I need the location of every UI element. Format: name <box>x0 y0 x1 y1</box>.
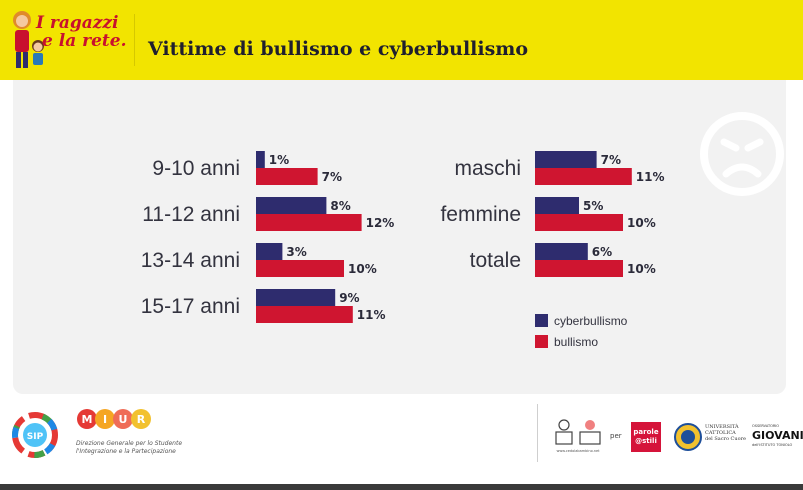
data-label-bullismo: 7% <box>322 170 342 184</box>
category-label: 9-10 anni <box>152 157 240 180</box>
giovani-sub: dell'ISTITUTO TONIOLO <box>752 443 793 447</box>
giovani-top: OSSERVATORIO <box>752 424 780 428</box>
i-ragazzi-logo <box>13 11 44 68</box>
bar-cyberbullismo <box>256 243 283 260</box>
bar-cyberbullismo <box>256 151 265 168</box>
sip-logo: SIP <box>12 412 58 458</box>
per-text: per <box>610 432 622 440</box>
bar-cyberbullismo <box>535 197 579 214</box>
data-label-cyberbullismo: 6% <box>592 245 612 259</box>
bar-cyberbullismo <box>535 151 597 168</box>
cattolica-line-2: CATTOLICA <box>705 430 736 436</box>
bar-charts: 9-10 anni 1% 7% 11-12 anni 8% 12% 13-14 anni 3%… <box>141 151 665 349</box>
bar-cyberbullismo <box>256 289 336 306</box>
legend-label-cyberbullismo: cyberbullismo <box>554 314 628 328</box>
header-divider <box>134 14 135 66</box>
category-label: 11-12 anni <box>142 203 240 226</box>
parole-ostili-logo: parole @stili <box>631 422 661 452</box>
bar-bullismo <box>535 260 623 277</box>
miur-caption: Direzione Generale per lo Studente l'Int… <box>76 440 246 456</box>
data-label-cyberbullismo: 3% <box>286 245 306 259</box>
sad-face-icon <box>700 112 784 196</box>
miur-caption-line-1: Direzione Generale per lo Studente <box>76 440 183 447</box>
bottom-bar <box>0 484 803 490</box>
data-label-cyberbullismo: 8% <box>330 199 350 213</box>
bar-bullismo <box>256 306 353 323</box>
logo-line-2: e la rete. <box>42 31 127 51</box>
data-label-bullismo: 10% <box>348 262 377 276</box>
bar-bullismo <box>256 168 318 185</box>
data-label-bullismo: 12% <box>366 216 395 230</box>
footer: SIP M I U R Direzione Generale per lo St… <box>0 398 803 490</box>
cattolica-text: UNIVERSITÀ CATTOLICA del Sacro Cuore <box>705 424 751 442</box>
category-label: maschi <box>454 157 521 180</box>
chart-panel <box>13 80 786 394</box>
parole-line-2: @stili <box>635 437 657 445</box>
miur-letter-m: M <box>82 413 93 426</box>
miur-letter-r: R <box>137 413 146 426</box>
bar-cyberbullismo <box>535 243 588 260</box>
category-label: totale <box>470 249 521 272</box>
bar-bullismo <box>256 260 344 277</box>
bar-cyberbullismo <box>256 197 327 214</box>
sip-label: SIP <box>27 432 44 442</box>
giovani-logo: GIOVANI <box>752 429 803 442</box>
legend-swatch-bullismo <box>535 335 548 348</box>
bar-bullismo <box>535 214 623 231</box>
data-label-bullismo: 10% <box>627 216 656 230</box>
data-label-cyberbullismo: 1% <box>269 153 289 167</box>
miur-caption-line-2: l'Integrazione e la Partecipazione <box>76 448 176 455</box>
partner-url: www.cedolabambino.net <box>556 449 600 453</box>
miur-logo: M I U R <box>77 409 151 429</box>
header-bar: I ragazzi e la rete. Vittime di bullismo… <box>0 0 803 80</box>
data-label-cyberbullismo: 7% <box>601 153 621 167</box>
legend-swatch-cyberbullismo <box>535 314 548 327</box>
cattolica-seal-icon <box>674 423 702 451</box>
cattolica-line-3: del Sacro Cuore <box>705 436 746 442</box>
logo-text: I ragazzi e la rete. <box>36 14 127 50</box>
category-label: 13-14 anni <box>141 249 240 272</box>
category-label: femmine <box>440 203 521 226</box>
data-label-bullismo: 10% <box>627 262 656 276</box>
bar-bullismo <box>535 168 632 185</box>
miur-letter-i: I <box>103 413 107 426</box>
page-title: Vittime di bullismo e cyberbullismo <box>148 38 529 60</box>
data-label-bullismo: 11% <box>357 308 386 322</box>
partner-illustration: www.cedolabambino.net <box>555 419 601 453</box>
parole-line-1: parole <box>633 428 659 436</box>
miur-letter-u: U <box>119 413 128 426</box>
data-label-cyberbullismo: 5% <box>583 199 603 213</box>
footer-divider <box>537 404 538 462</box>
legend-label-bullismo: bullismo <box>554 335 598 349</box>
category-label: 15-17 anni <box>141 295 240 318</box>
data-label-cyberbullismo: 9% <box>339 291 359 305</box>
cattolica-line-1: UNIVERSITÀ <box>705 424 739 430</box>
data-label-bullismo: 11% <box>636 170 665 184</box>
bar-bullismo <box>256 214 362 231</box>
logo-line-1: I ragazzi <box>36 13 119 33</box>
